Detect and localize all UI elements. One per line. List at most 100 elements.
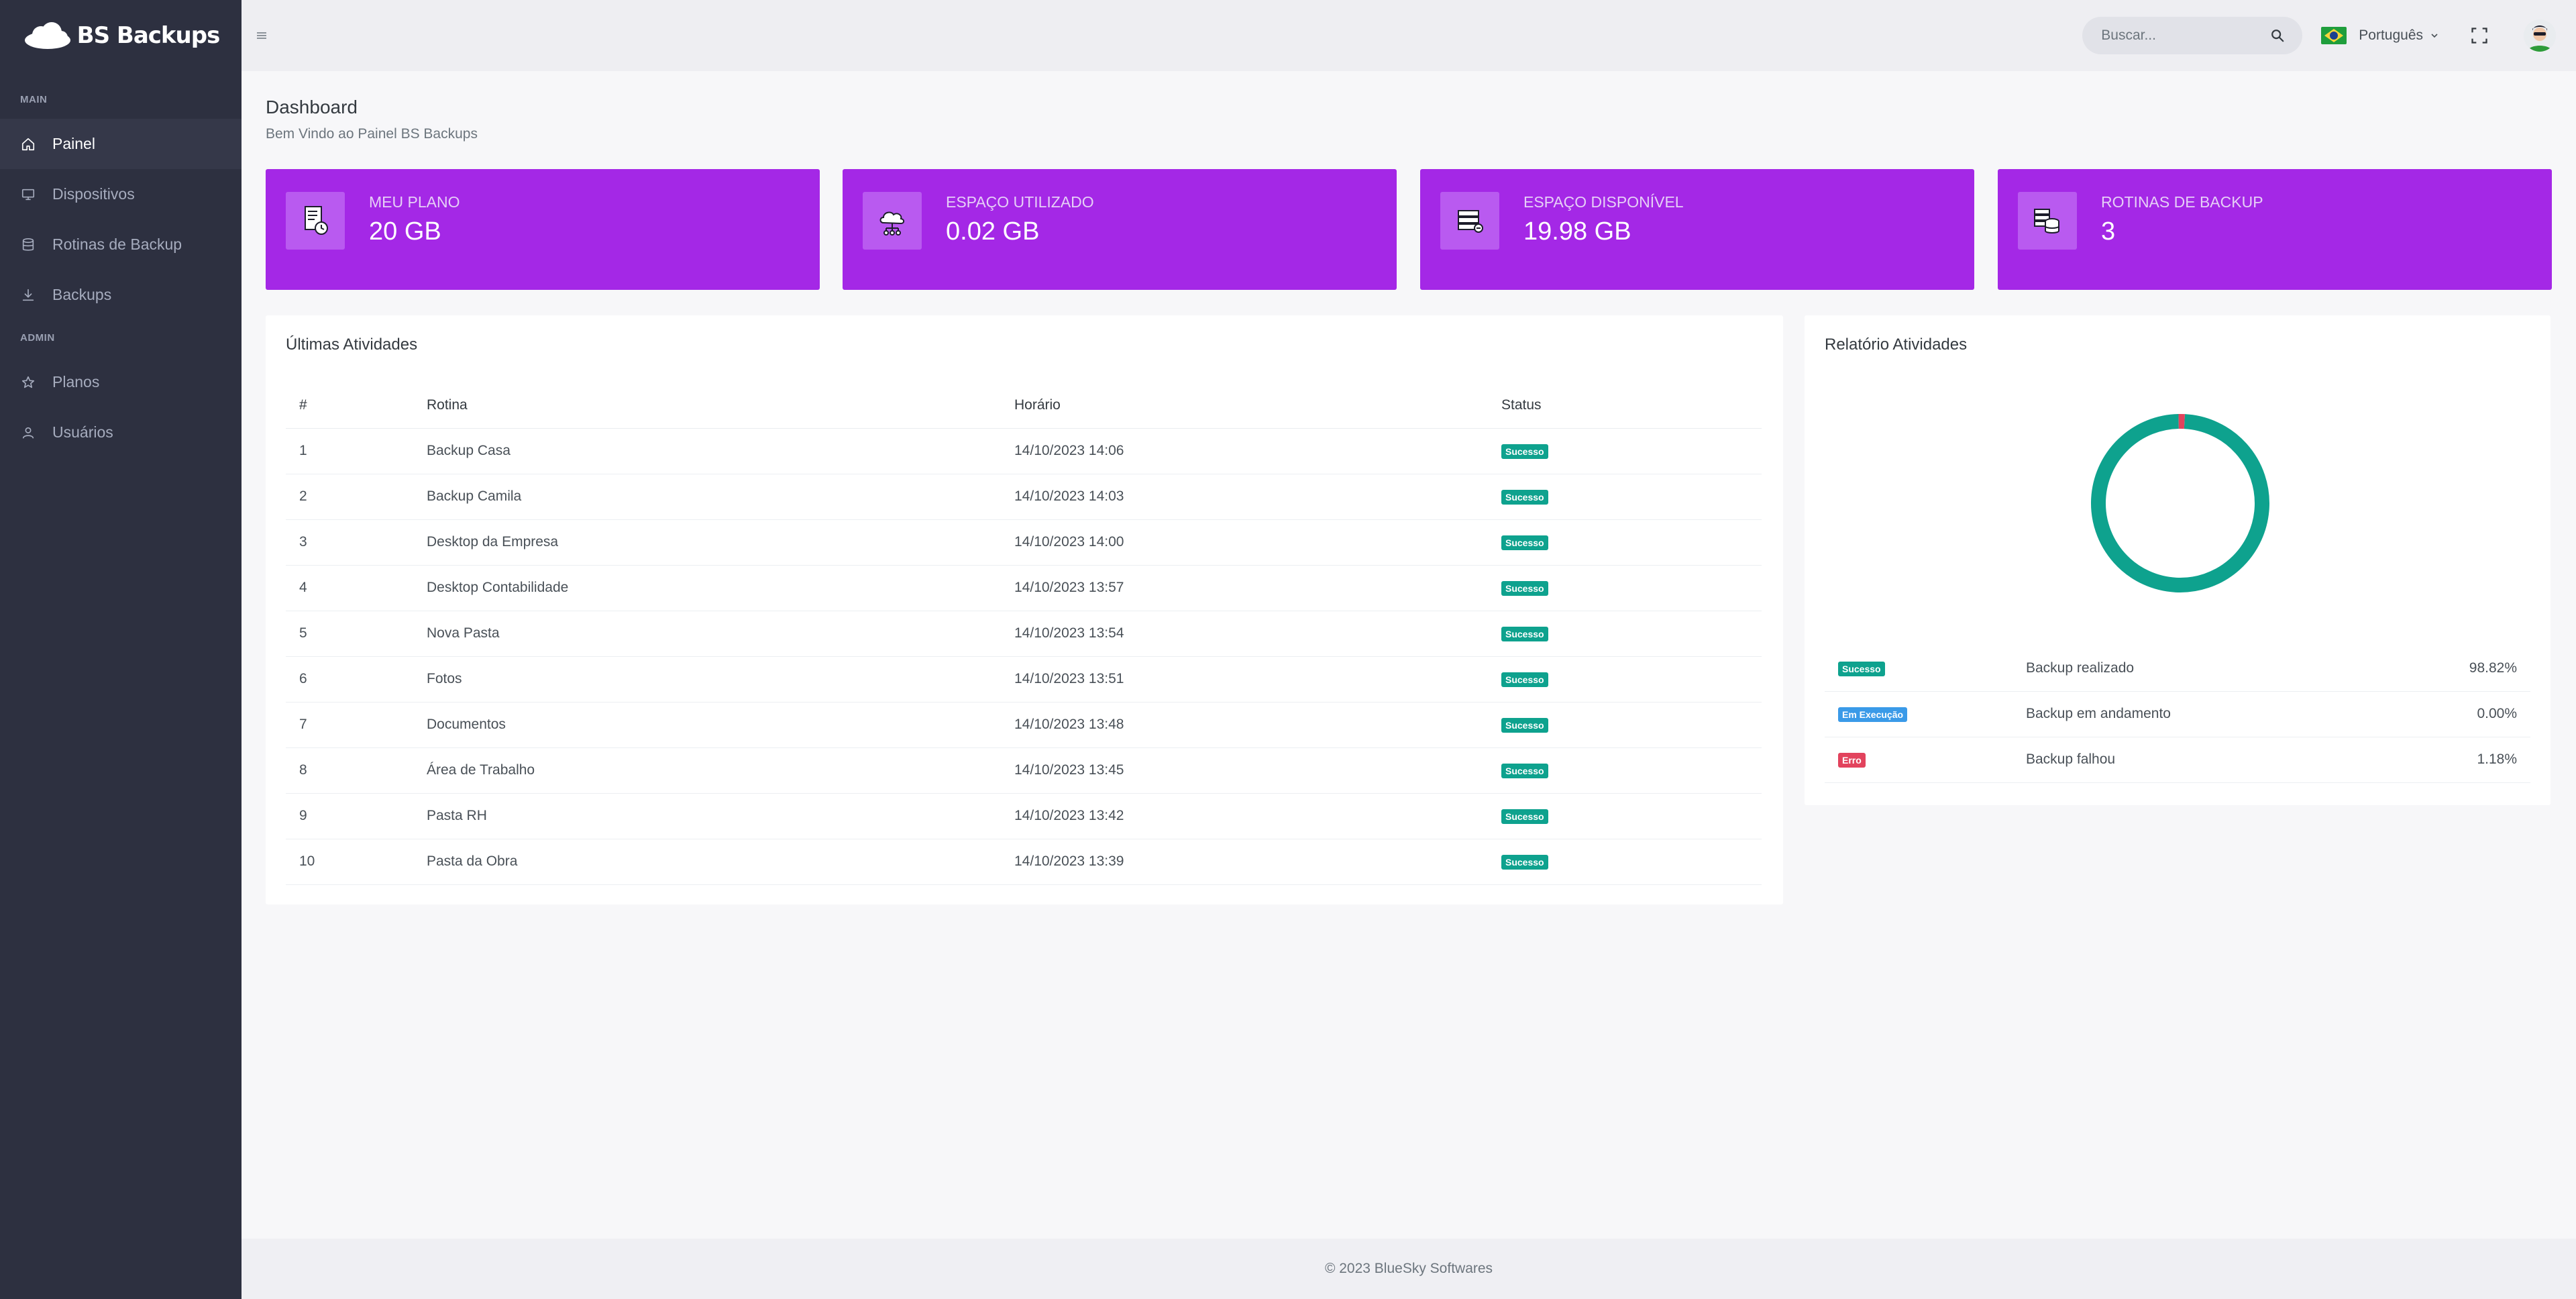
stat-card-available-space: ESPAÇO DISPONÍVEL 19.98 GB [1420,169,1974,290]
routine-time: 14/10/2023 13:39 [1014,839,1501,885]
routine-name: Documentos [427,702,1014,748]
table-row: 10 Pasta da Obra 14/10/2023 13:39 Sucesso [286,839,1762,885]
monitor-icon [20,187,36,203]
activities-table: # Rotina Horário Status 1 Backup Casa 14/1… [286,382,1762,885]
home-icon [20,136,36,152]
sidebar-item-label: Dispositivos [52,185,135,203]
status-cell: Sucesso [1501,611,1762,657]
status-badge: Sucesso [1501,718,1548,733]
menu-section-admin: ADMIN [20,332,55,344]
status-badge: Sucesso [1501,490,1548,505]
status-badge: Sucesso [1501,444,1548,459]
routine-name: Nova Pasta [427,611,1014,657]
status-cell: Sucesso [1501,793,1762,839]
panel-title: Últimas Atividades [286,335,418,354]
table-row: Sucesso Backup realizado 98.82% [1825,645,2530,692]
menu-toggle-icon[interactable] [250,23,274,48]
table-row: 3 Desktop da Empresa 14/10/2023 14:00 Suces… [286,519,1762,566]
sidebar-item-label: Painel [52,135,95,152]
cloud-logo-icon [24,22,70,49]
stat-label: MEU PLANO [369,193,460,211]
report-percent: 1.18% [2380,737,2530,783]
brazil-flag-icon [2321,27,2347,44]
routine-time: 14/10/2023 13:48 [1014,702,1501,748]
plan-document-icon [286,192,345,250]
column-header: Horário [1014,382,1501,429]
footer: © 2023 BlueSky Softwares [241,1239,2576,1299]
server-icon [1440,192,1499,250]
table-row: 6 Fotos 14/10/2023 13:51 Sucesso [286,656,1762,703]
stat-card-used-space: ESPAÇO UTILIZADO 0.02 GB [843,169,1397,290]
search-box [2082,17,2303,54]
database-icon [20,237,36,253]
activity-donut-chart [2091,414,2269,592]
column-header: Status [1501,382,1762,429]
table-row: 2 Backup Camila 14/10/2023 14:03 Sucesso [286,474,1762,520]
report-label: Backup falhou [2026,737,2381,783]
fullscreen-icon[interactable] [2470,26,2489,45]
stat-value: 20 GB [369,217,441,246]
sidebar-item-dispositivos[interactable]: Dispositivos [0,169,241,219]
routine-time: 14/10/2023 14:03 [1014,474,1501,520]
stat-value: 3 [2101,217,2116,246]
badge-cell: Erro [1825,737,2026,783]
sidebar-item-rotinas[interactable]: Rotinas de Backup [0,219,241,270]
status-badge: Sucesso [1501,581,1548,596]
status-badge: Em Execução [1838,707,1908,722]
routine-time: 14/10/2023 13:51 [1014,656,1501,703]
row-number: 5 [286,611,427,657]
status-cell: Sucesso [1501,839,1762,885]
status-cell: Sucesso [1501,565,1762,611]
status-badge: Sucesso [1501,672,1548,687]
sidebar-item-planos[interactable]: Planos [0,357,241,407]
report-table: Sucesso Backup realizado 98.82% Em Execução… [1825,645,2530,783]
routine-name: Backup Casa [427,428,1014,474]
report-percent: 0.00% [2380,691,2530,737]
status-cell: Sucesso [1501,747,1762,794]
status-badge: Sucesso [1501,764,1548,778]
user-avatar[interactable] [2524,19,2556,52]
routine-time: 14/10/2023 14:06 [1014,428,1501,474]
routine-time: 14/10/2023 13:54 [1014,611,1501,657]
search-input[interactable] [2101,28,2263,44]
status-badge: Erro [1838,753,1866,768]
cloud-network-icon [863,192,922,250]
page-subtitle: Bem Vindo ao Painel BS Backups [266,126,478,142]
routine-name: Desktop da Empresa [427,519,1014,566]
routine-time: 14/10/2023 14:00 [1014,519,1501,566]
status-badge: Sucesso [1501,809,1548,824]
report-label: Backup em andamento [2026,691,2381,737]
database-stack-icon [2018,192,2077,250]
sidebar-item-painel[interactable]: Painel [0,119,241,169]
panel-title: Relatório Atividades [1825,335,1968,354]
topbar: Português [241,0,2576,71]
page-title: Dashboard [266,97,358,117]
stat-label: ESPAÇO DISPONÍVEL [1523,193,1684,211]
status-cell: Sucesso [1501,474,1762,520]
status-badge: Sucesso [1501,627,1548,641]
table-row: 9 Pasta RH 14/10/2023 13:42 Sucesso [286,793,1762,839]
routine-time: 14/10/2023 13:42 [1014,793,1501,839]
routine-name: Pasta RH [427,793,1014,839]
brand-logo[interactable]: BS Backups [0,0,241,71]
table-row: 7 Documentos 14/10/2023 13:48 Sucesso [286,702,1762,748]
chevron-down-icon [2431,34,2438,38]
search-icon[interactable] [2270,28,2285,43]
row-number: 8 [286,747,427,794]
download-icon [20,287,36,303]
sidebar-item-label: Backups [52,286,112,303]
footer-text: © 2023 BlueSky Softwares [1324,1261,1493,1276]
routine-time: 14/10/2023 13:57 [1014,565,1501,611]
user-icon [20,425,36,441]
language-selector[interactable]: Português [2321,27,2439,44]
sidebar-item-backups[interactable]: Backups [0,270,241,320]
status-cell: Sucesso [1501,428,1762,474]
routine-name: Área de Trabalho [427,747,1014,794]
status-badge: Sucesso [1501,855,1548,870]
column-header: # [286,382,427,429]
status-badge: Sucesso [1501,535,1548,550]
row-number: 10 [286,839,427,885]
sidebar-item-usuarios[interactable]: Usuários [0,407,241,458]
row-number: 3 [286,519,427,566]
report-percent: 98.82% [2380,645,2530,692]
